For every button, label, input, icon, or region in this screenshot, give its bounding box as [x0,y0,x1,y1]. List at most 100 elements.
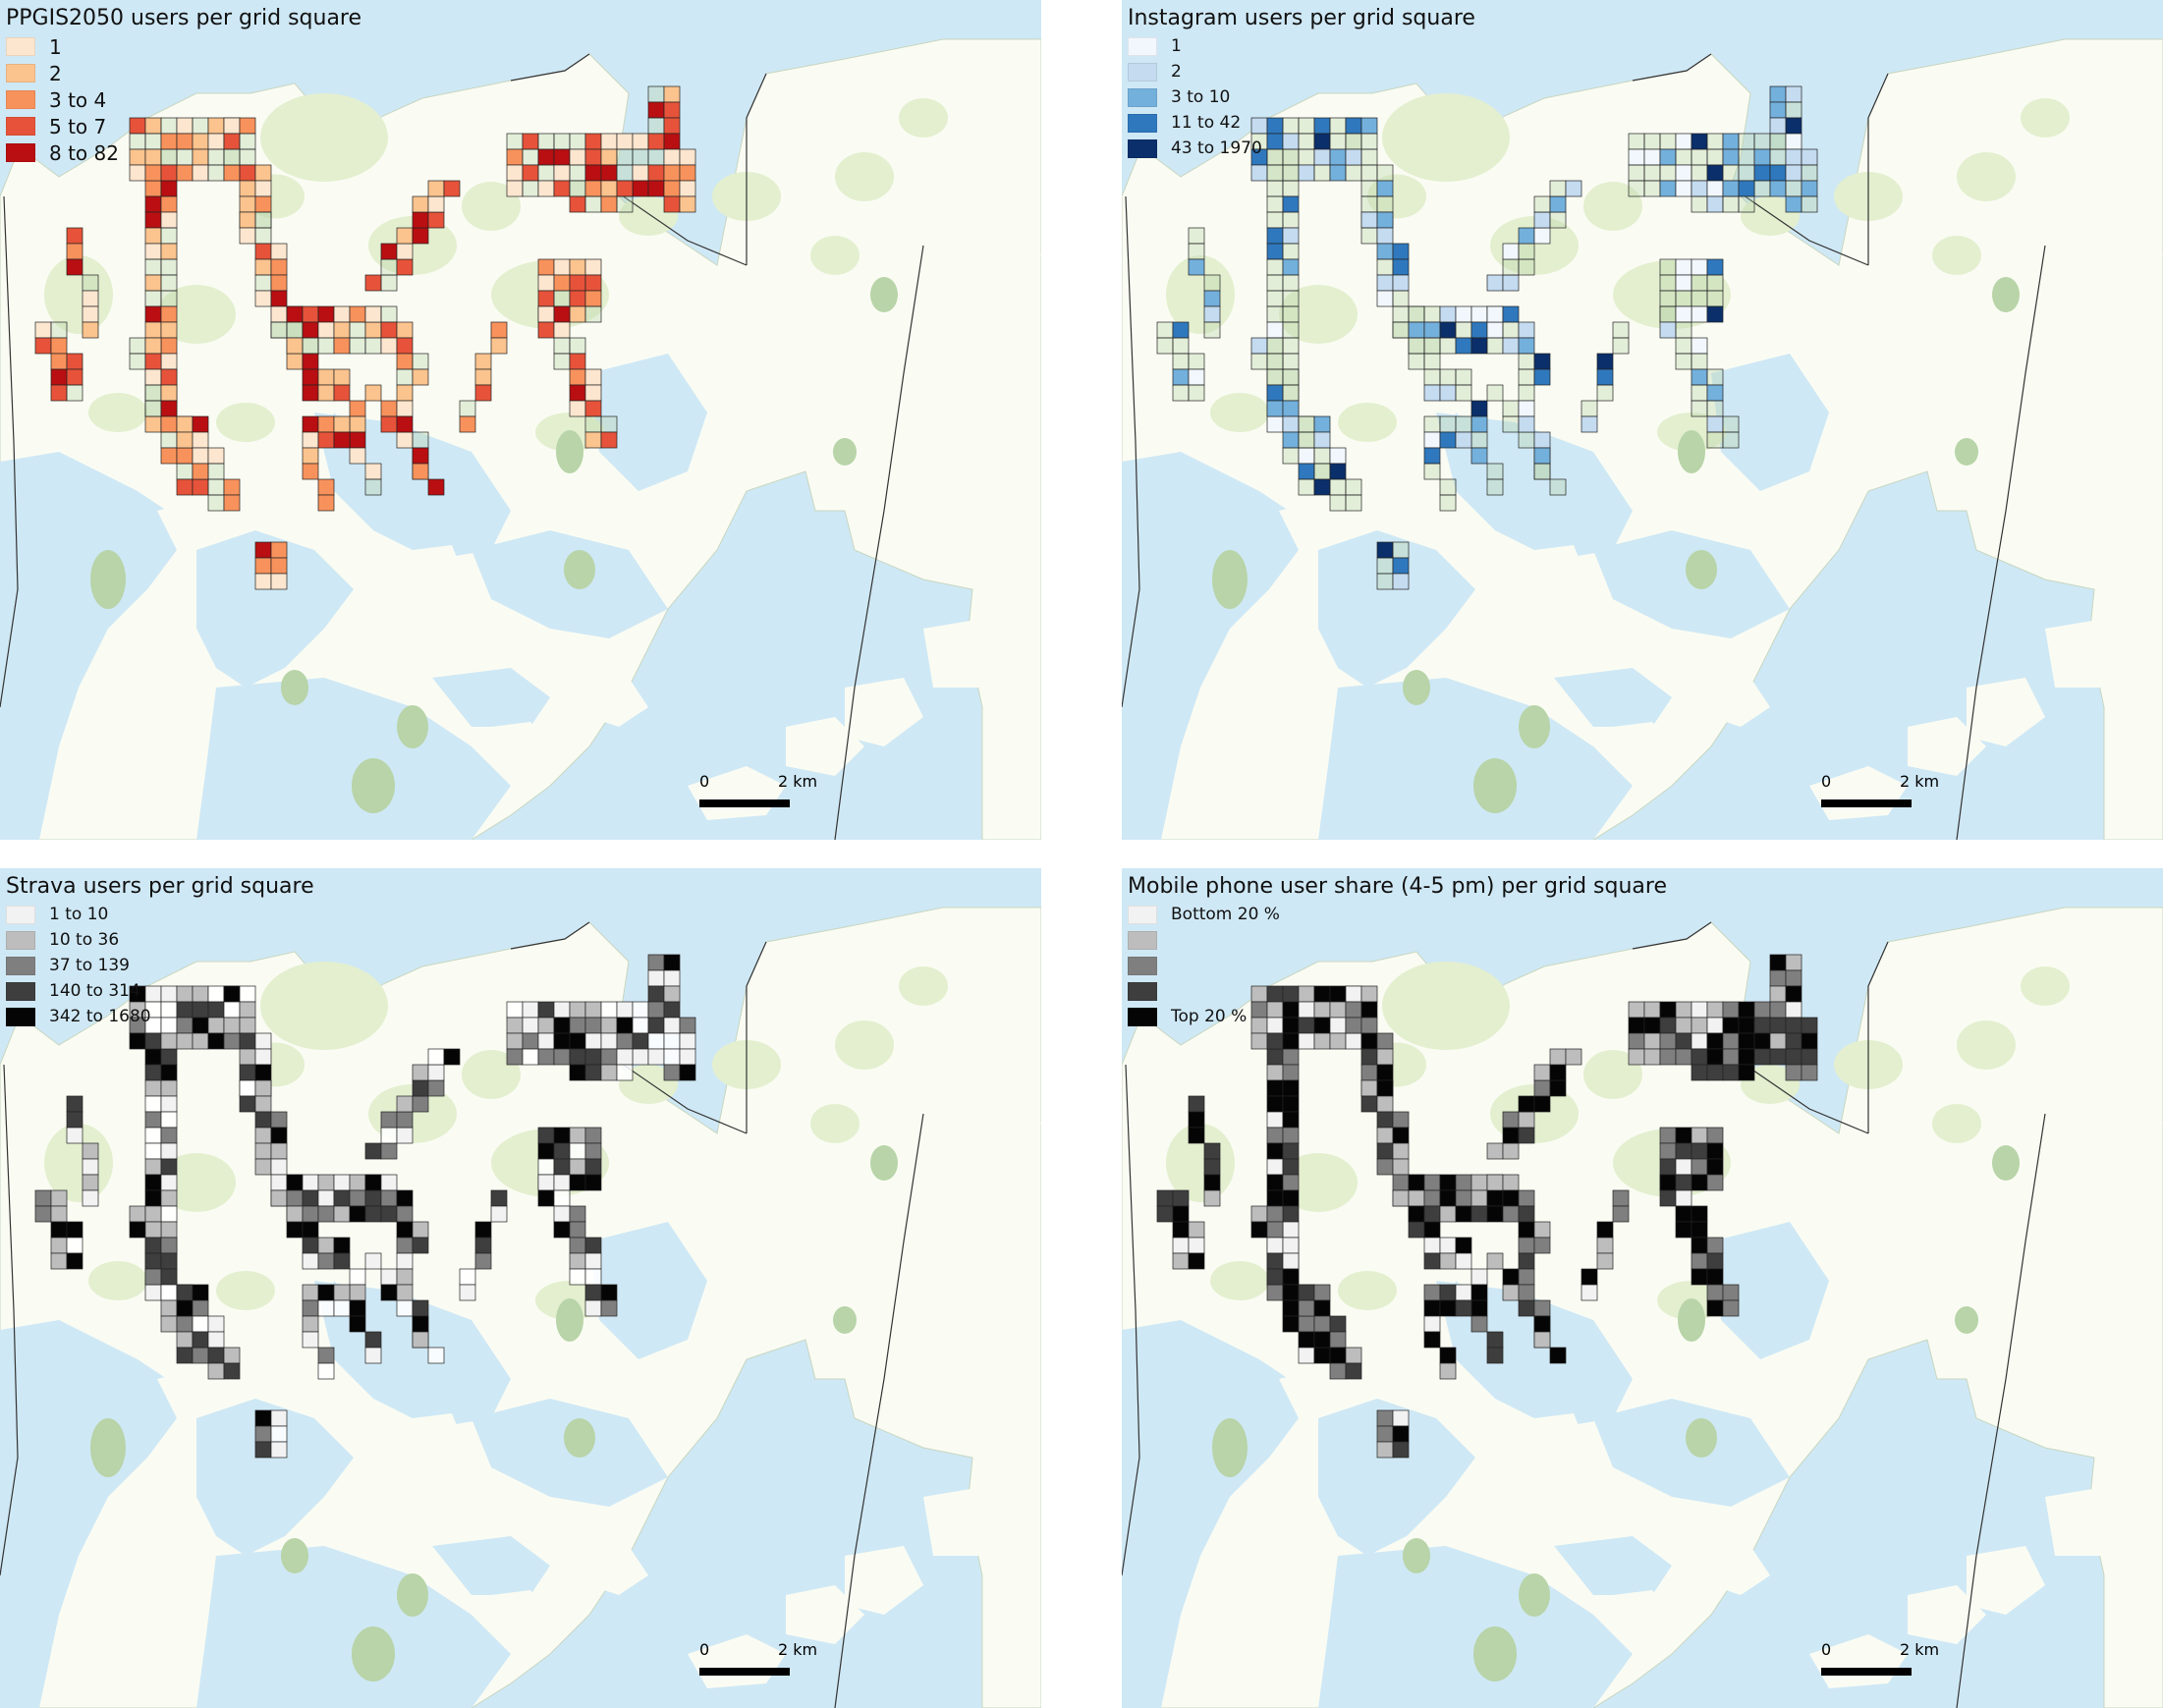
grid-square [1156,321,1174,339]
grid-square [1691,148,1708,166]
grid-square [1659,1032,1677,1050]
grid-square [1502,1205,1520,1223]
grid-square [207,1347,225,1364]
grid-square [302,337,319,355]
grid-square [1423,1315,1441,1333]
grid-square [1643,1048,1661,1066]
grid-square [1486,1331,1504,1349]
forest-area [281,670,308,705]
grid-square [380,1284,398,1301]
grid-square [663,954,681,971]
grid-square [349,1174,366,1191]
grid-square [1376,1409,1394,1427]
grid-square [569,195,586,213]
grid-square [553,1048,571,1066]
grid-square [1392,258,1410,276]
island [589,1546,648,1595]
grid-square [1722,133,1740,150]
grid-square [1659,133,1677,150]
grid-square [380,1142,398,1160]
grid-square [254,573,272,590]
grid-square [1203,274,1221,292]
grid-square [1203,290,1221,307]
grid-square [1329,1331,1347,1349]
grid-square [412,195,429,213]
island [923,1163,1012,1222]
grid-square [1533,1095,1551,1113]
grid-square [192,1315,209,1333]
grid-square [1282,227,1300,245]
grid-square [1470,321,1488,339]
grid-square [144,1252,162,1270]
grid-square [1470,1299,1488,1317]
grid-square [1691,353,1708,370]
grid-square [50,1252,68,1270]
grid-square [1753,164,1771,182]
grid-square [412,1221,429,1239]
grid-square [286,337,304,355]
grid-square [1455,1189,1472,1207]
grid-square [302,1174,319,1191]
grid-square [1706,1017,1724,1034]
forest-area [1403,670,1430,705]
grid-square [537,274,555,292]
grid-square [1392,1158,1410,1176]
green-area [1338,1271,1397,1310]
forest-area [90,1418,126,1477]
grid-square [396,353,414,370]
grid-square [1423,1252,1441,1270]
grid-square [1203,1142,1221,1160]
island [2006,501,2114,570]
legend-swatch [6,930,35,950]
grid-square [1612,1205,1630,1223]
grid-square [1533,463,1551,480]
grid-square [1470,305,1488,323]
grid-square [1392,1189,1410,1207]
island [2114,216,2163,265]
grid-square [302,1189,319,1207]
grid-square [1282,1079,1300,1097]
grid-square [223,494,241,512]
grid-square [1502,1284,1520,1301]
grid-square [506,1001,524,1019]
grid-square [1345,478,1362,496]
island [1986,1183,2035,1222]
grid-square [1282,1268,1300,1286]
grid-square [1753,1032,1771,1050]
grid-square [1266,1032,1284,1050]
grid-square [317,384,335,402]
grid-square [333,384,351,402]
grid-square [349,431,366,449]
grid-square [302,353,319,370]
grid-square [176,1284,194,1301]
grid-square [1738,164,1755,182]
legend-swatch [1128,62,1157,82]
island [923,619,1022,688]
grid-square [1455,415,1472,433]
grid-square [663,148,681,166]
grid-square [160,1189,178,1207]
municipal-boundary [608,186,748,266]
grid-square [1470,447,1488,465]
island [413,545,462,579]
grid-square [1360,1048,1378,1066]
grid-square [459,1268,476,1286]
grid-square [663,1017,681,1034]
grid-square [1722,1064,1740,1081]
grid-square [207,1315,225,1333]
map-panel-mobile: Mobile phone user share (4-5 pm) per gri… [1122,868,2163,1708]
grid-square [34,1205,52,1223]
grid-square [1643,164,1661,182]
grid-square [1753,1017,1771,1034]
grid-square [537,1017,555,1034]
grid-square [616,180,634,197]
grid-square [1282,180,1300,197]
grid-square [1738,180,1755,197]
grid-square [1329,164,1347,182]
grid-square [1298,1284,1315,1301]
grid-square [1785,1017,1802,1034]
grid-square [1282,1095,1300,1113]
grid-square [1706,164,1724,182]
grid-square [1785,1032,1802,1050]
grid-square [1769,985,1787,1003]
